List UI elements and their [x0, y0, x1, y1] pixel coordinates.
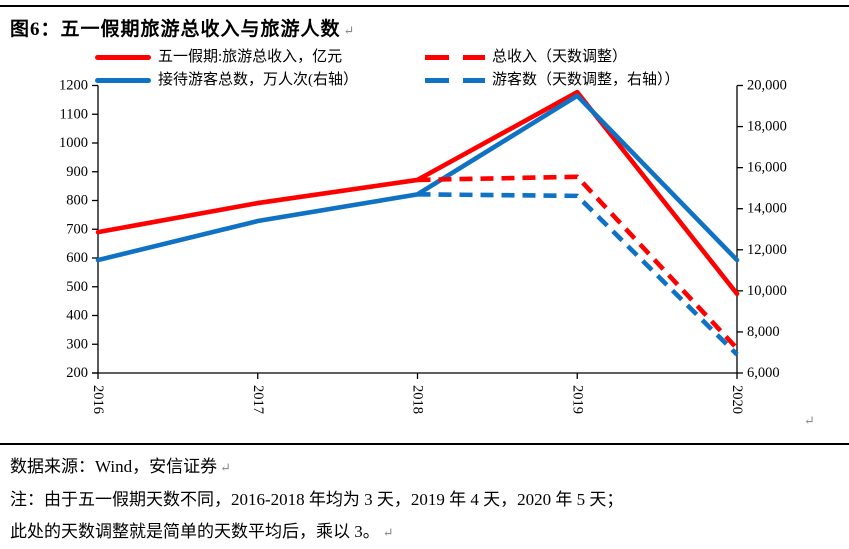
paragraph-mark: ↵	[382, 525, 394, 540]
y-axis-left-label: 700	[66, 221, 88, 237]
y-axis-right-label: 8,000	[747, 324, 780, 340]
y-axis-right-label: 18,000	[747, 119, 787, 135]
chart-legend: 五一假期:旅游总收入，亿元 总收入（天数调整） 接待游客总数，万人次(右轴） 游…	[95, 47, 680, 90]
y-axis-left-label: 1100	[60, 106, 88, 122]
legend-label-revenue-solid: 五一假期:旅游总收入，亿元	[158, 49, 343, 65]
series-line-2	[417, 174, 739, 351]
top-divider	[0, 5, 849, 7]
data-source: 数据来源：Wind，安信证券 ↵	[10, 452, 231, 477]
figure-title: 图6：五一假期旅游总收入与旅游人数 ↵	[10, 14, 355, 41]
figure-title-text: 图6：五一假期旅游总收入与旅游人数	[10, 19, 341, 40]
y-axis-right-label: 6,000	[747, 365, 780, 381]
y-axis-left-label: 800	[66, 193, 88, 209]
series-line-3	[417, 192, 739, 357]
y-axis-left-label: 600	[66, 250, 88, 266]
y-axis-right-label: 20,000	[747, 78, 787, 94]
legend-label-visitors-solid: 接待游客总数，万人次(右轴）	[158, 72, 358, 88]
paragraph-mark: ↵	[220, 460, 231, 475]
y-axis-left-label: 500	[66, 279, 88, 295]
legend-item-visitors-solid: 接待游客总数，万人次(右轴）	[95, 70, 425, 90]
x-axis-label: 2017	[250, 385, 266, 414]
legend-swatch-revenue-dashed	[425, 54, 485, 60]
y-axis-left-label: 300	[66, 336, 88, 352]
x-axis-label: 2016	[90, 385, 106, 414]
legend-item-visitors-adjusted: 游客数（天数调整，右轴））	[425, 70, 680, 90]
note-line-2: 此处的天数调整就是简单的天数平均后，乘以 3。 ↵	[10, 517, 394, 542]
note-line-2-text: 此处的天数调整就是简单的天数平均后，乘以 3。	[10, 522, 380, 541]
y-axis-right-label: 10,000	[747, 283, 787, 299]
x-axis-label: 2020	[729, 385, 745, 414]
x-axis-label: 2018	[410, 385, 426, 414]
data-source-text: 数据来源：Wind，安信证券	[10, 457, 218, 476]
y-axis-left-label: 1200	[59, 78, 88, 94]
note-line-1: 注：由于五一假期天数不同，2016-2018 年均为 3 天，2019 年 4 …	[10, 490, 624, 509]
paragraph-mark: ↵	[804, 413, 815, 428]
x-axis-label: 2019	[569, 385, 585, 414]
y-axis-left-label: 200	[66, 365, 88, 381]
legend-swatch-visitors-dashed	[425, 77, 485, 83]
y-axis-right-label: 12,000	[747, 242, 787, 258]
y-axis-left-label: 1000	[59, 135, 88, 151]
legend-label-visitors-adjusted: 游客数（天数调整，右轴））	[492, 72, 680, 88]
y-axis-right-label: 14,000	[747, 201, 787, 217]
legend-item-revenue-adjusted: 总收入（天数调整）	[425, 47, 680, 67]
legend-swatch-visitors-solid	[95, 77, 151, 83]
legend-item-revenue-solid: 五一假期:旅游总收入，亿元	[95, 47, 425, 67]
footer-divider	[0, 443, 849, 445]
paragraph-mark: ↵	[343, 23, 356, 38]
legend-swatch-revenue-solid	[95, 54, 151, 60]
legend-label-revenue-adjusted: 总收入（天数调整）	[492, 49, 628, 65]
y-axis-left-label: 900	[66, 164, 88, 180]
y-axis-left-label: 400	[66, 308, 88, 324]
y-axis-right-label: 16,000	[747, 160, 787, 176]
